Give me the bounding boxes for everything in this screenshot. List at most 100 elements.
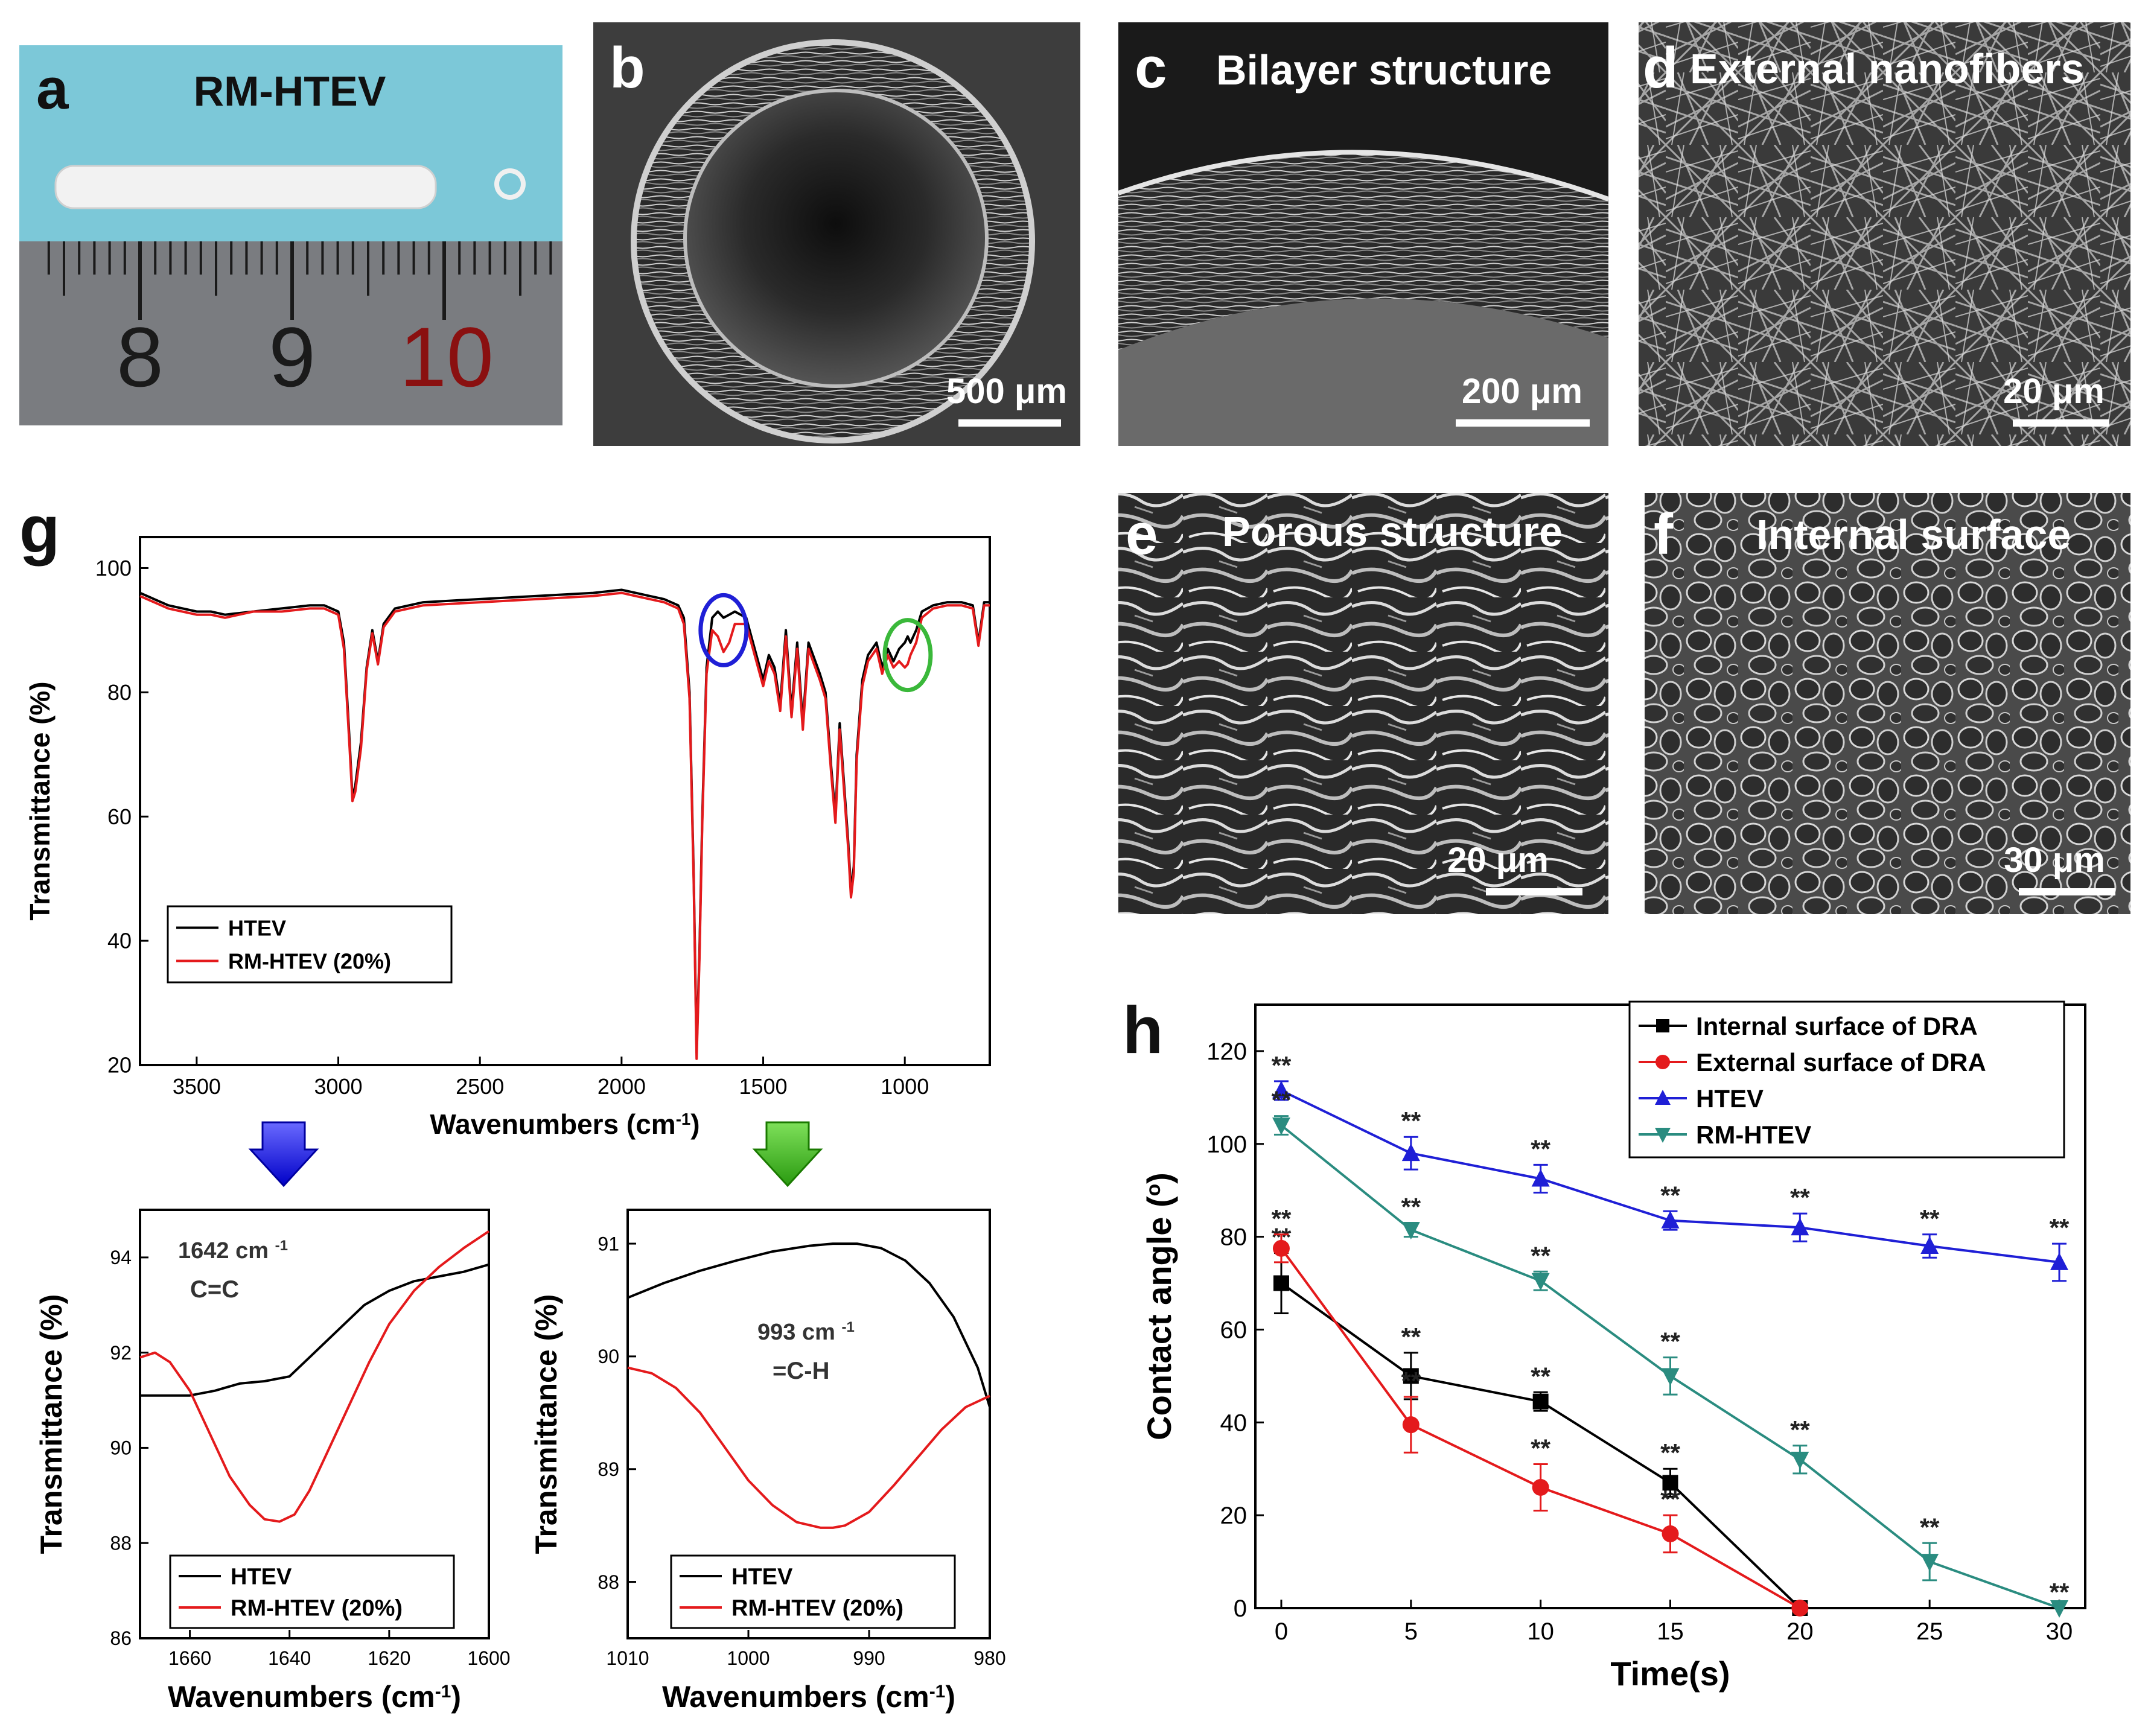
- plot-frame: [139, 1209, 490, 1639]
- ruler-number-9: 9: [269, 310, 316, 404]
- significance-mark: **: [1531, 1134, 1550, 1163]
- y-tick-label: 90: [110, 1437, 132, 1459]
- data-point-rm-htev: [1920, 1554, 1939, 1572]
- green-down-arrow-icon: [752, 1121, 823, 1188]
- ftir-main-chart: 3500 3000 2500 2000 1500 1000 20 40 60 80 100 Waven…: [24, 536, 991, 1140]
- legend-box: [1628, 1000, 2065, 1159]
- y-tick-label: 88: [598, 1571, 619, 1593]
- legend-label-external-surface-of-dra: External surface of DRA: [1696, 1048, 1986, 1076]
- significance-mark: **: [1401, 1107, 1421, 1135]
- data-point-rm-htev: [1791, 1451, 1809, 1469]
- y-tick-label: 90: [598, 1346, 619, 1367]
- x-tick-label: 1000: [727, 1647, 770, 1669]
- data-point-rm-htev: [1401, 1222, 1420, 1240]
- x-axis-label: Wavenumbers (cm-1): [430, 1108, 699, 1140]
- data-point-external-surface-of-dra: [1662, 1525, 1679, 1542]
- data-point-external-surface-of-dra: [1791, 1600, 1809, 1617]
- significance-mark: **: [1660, 1485, 1680, 1513]
- panel-d-letter: d: [1643, 36, 1678, 100]
- x-axis-label-sup: -1: [435, 1682, 451, 1702]
- inset1-annotation-sup: -1: [275, 1238, 288, 1254]
- internal-surface-image: [1645, 493, 2130, 914]
- x-axis-label: Wavenumbers (cm-1): [662, 1680, 955, 1714]
- x-axis-label: Time(s): [1610, 1655, 1730, 1693]
- data-point-internal-surface-of-dra: [1532, 1393, 1549, 1410]
- blue-highlight-circle: [698, 593, 749, 667]
- panel-e-scale-bar: [1486, 888, 1582, 895]
- x-tick-label: 1000: [881, 1074, 929, 1099]
- y-tick-label: 100: [1206, 1131, 1247, 1158]
- significance-mark: **: [1790, 1416, 1810, 1444]
- blue-down-arrow-icon: [248, 1121, 319, 1188]
- series-line-htev: [627, 1242, 991, 1408]
- panel-a-letter: a: [36, 57, 69, 121]
- legend-label-htev: HTEV: [231, 1565, 292, 1590]
- panel-e-scale-label: 20 μm: [1447, 841, 1549, 880]
- data-point-htev: [1661, 1210, 1680, 1229]
- significance-mark: **: [1920, 1513, 1940, 1541]
- significance-mark: **: [1401, 1367, 1421, 1395]
- data-point-internal-surface-of-dra: [1662, 1475, 1678, 1491]
- x-tick-label: 2500: [456, 1074, 504, 1099]
- x-tick-label: 3500: [173, 1074, 221, 1099]
- porous-image: [1118, 493, 1608, 914]
- y-tick-label: 92: [110, 1342, 132, 1364]
- y-axis-label: Transmittance (%): [529, 1294, 563, 1554]
- x-tick-label: 25: [1916, 1618, 1943, 1645]
- significance-mark: **: [1272, 1051, 1292, 1079]
- y-tick-label: 89: [598, 1458, 619, 1480]
- y-tick-label: 80: [1220, 1224, 1248, 1251]
- legend-box: [670, 1554, 956, 1629]
- data-point-htev: [1531, 1169, 1550, 1187]
- ftir-inset-cc-chart: 1660 1640 1620 1600 86 88 90 92 94 Wavenumbers (c…: [34, 1209, 511, 1714]
- y-axis-label-sup: o: [1142, 1184, 1165, 1197]
- series-line-rm-htev-20: [139, 591, 990, 1060]
- inset2-annotation-wavenumber: 993 cm -1: [757, 1319, 855, 1346]
- legend-box: [169, 1554, 455, 1629]
- x-tick-label: 20: [1786, 1618, 1814, 1645]
- green-highlight-circle: [882, 618, 933, 693]
- x-tick-label: 10: [1527, 1618, 1554, 1645]
- significance-mark: **: [2050, 1578, 2070, 1606]
- data-point-rm-htev: [1661, 1368, 1680, 1386]
- panel-d-scale-label: 20 μm: [2003, 372, 2105, 411]
- series-line-htev: [140, 1263, 489, 1397]
- significance-mark: **: [1660, 1181, 1680, 1209]
- x-tick-label: 5: [1404, 1618, 1418, 1645]
- x-tick-label: 15: [1657, 1618, 1684, 1645]
- panel-d-sem: d External nanofibers 20 μm: [1639, 22, 2130, 446]
- legend-label-rm-htev-20: RM-HTEV (20%): [228, 949, 391, 973]
- vessel-ring-sample: [494, 168, 526, 200]
- data-point-htev: [1791, 1218, 1809, 1236]
- legend-label-rm-htev-20: RM-HTEV (20%): [231, 1596, 403, 1621]
- panel-f-scale-bar: [2019, 888, 2115, 895]
- panel-c-scale-bar: [1456, 419, 1590, 427]
- y-tick-label: 20: [107, 1053, 132, 1078]
- significance-mark: **: [1660, 1327, 1680, 1356]
- y-tick-label: 20: [1220, 1502, 1248, 1529]
- inset1-annotation-wavenumber: 1642 cm -1: [178, 1238, 288, 1264]
- data-point-htev: [1920, 1236, 1939, 1254]
- significance-mark: **: [1531, 1362, 1550, 1390]
- tube-lumen: [683, 89, 989, 388]
- panel-h-letter: h: [1123, 993, 1163, 1067]
- significance-mark: **: [1401, 1193, 1421, 1221]
- panel-d-title: External nanofibers: [1690, 45, 2085, 92]
- panel-b-scale-bar: [958, 419, 1061, 427]
- significance-mark: **: [1920, 1204, 1940, 1233]
- panel-e-title: Porous structure: [1222, 508, 1563, 555]
- x-tick-label: 1660: [168, 1647, 211, 1669]
- y-axis-label: Transmittance (%): [34, 1294, 68, 1554]
- y-tick-label: 0: [1234, 1595, 1247, 1622]
- inset2-annotation-bond: =C-H: [773, 1358, 829, 1384]
- ruler-number-8: 8: [116, 310, 164, 404]
- panel-d-scale-bar: [2013, 419, 2109, 427]
- y-tick-label: 120: [1206, 1038, 1247, 1065]
- panel-f-sem: f Internal surface 30 μm: [1645, 493, 2130, 914]
- data-point-htev: [1272, 1081, 1290, 1099]
- significance-mark: **: [1272, 1204, 1292, 1233]
- data-point-external-surface-of-dra: [1402, 1416, 1420, 1434]
- significance-mark: **: [1660, 1439, 1680, 1467]
- panel-b-letter: b: [610, 36, 645, 100]
